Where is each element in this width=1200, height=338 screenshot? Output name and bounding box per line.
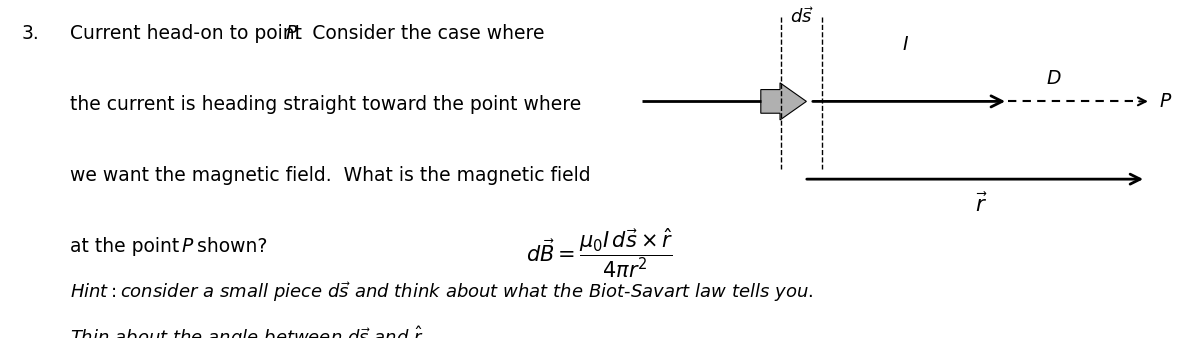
Text: $\it{Thin\ about\ the\ angle\ between\ d\vec{s}\ and\ \hat{r}.}$: $\it{Thin\ about\ the\ angle\ between\ d… — [70, 324, 426, 338]
Text: the current is heading straight toward the point where: the current is heading straight toward t… — [70, 95, 581, 114]
Text: $D$: $D$ — [1046, 69, 1061, 88]
Text: P: P — [286, 24, 296, 43]
Text: $\it{Hint: consider\ a\ small\ piece\ d\vec{s}\ and\ think\ about\ what\ the\ Bi: $\it{Hint: consider\ a\ small\ piece\ d\… — [70, 281, 812, 305]
Text: $d\vec{B} = \dfrac{\mu_0 I\, d\vec{s} \times \hat{r}}{4\pi r^2}$: $d\vec{B} = \dfrac{\mu_0 I\, d\vec{s} \t… — [527, 227, 673, 280]
Text: 3.: 3. — [22, 24, 40, 43]
Text: $I$: $I$ — [902, 35, 910, 54]
Text: P: P — [182, 237, 193, 256]
Text: at the point: at the point — [70, 237, 185, 256]
Text: shown?: shown? — [191, 237, 266, 256]
Text: we want the magnetic field.  What is the magnetic field: we want the magnetic field. What is the … — [70, 166, 590, 185]
Text: Current head-on to point: Current head-on to point — [70, 24, 307, 43]
Text: $d\vec{s}$: $d\vec{s}$ — [790, 7, 814, 27]
Text: :  Consider the case where: : Consider the case where — [294, 24, 545, 43]
Text: $P$: $P$ — [1159, 92, 1172, 111]
FancyArrow shape — [761, 83, 806, 120]
Text: $\vec{r}$: $\vec{r}$ — [976, 193, 988, 216]
